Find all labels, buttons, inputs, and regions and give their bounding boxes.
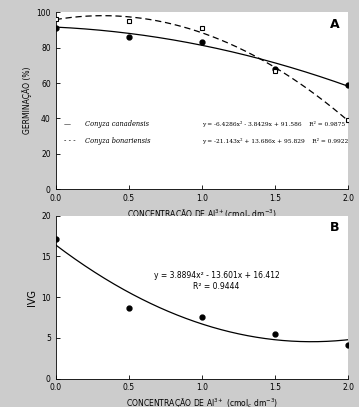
Text: y = -6.4286x² - 3.8429x + 91.586    R² = 0.9875: y = -6.4286x² - 3.8429x + 91.586 R² = 0.… xyxy=(202,121,345,127)
Text: —: — xyxy=(64,120,76,128)
Text: y = -21.143x² + 13.686x + 95.829    R² = 0.9922: y = -21.143x² + 13.686x + 95.829 R² = 0.… xyxy=(202,138,348,144)
Text: A: A xyxy=(330,18,340,31)
Text: Conyza bonariensis: Conyza bonariensis xyxy=(85,138,150,145)
Y-axis label: IVG: IVG xyxy=(27,289,37,306)
X-axis label: CONCENTRAÇÃO DE Al$^{3+}$(cmol$_c$ dm$^{-3}$): CONCENTRAÇÃO DE Al$^{3+}$(cmol$_c$ dm$^{… xyxy=(127,207,277,222)
Y-axis label: GERMINAÇÃO (%): GERMINAÇÃO (%) xyxy=(22,67,32,134)
X-axis label: CONCENTRAÇÃO DE Al$^{3+}$ (cmol$_c$ dm$^{-3}$): CONCENTRAÇÃO DE Al$^{3+}$ (cmol$_c$ dm$^… xyxy=(126,396,278,407)
Text: B: B xyxy=(330,221,340,234)
Text: Conyza canadensis: Conyza canadensis xyxy=(85,120,149,128)
Text: y = 3.8894x² - 13.601x + 16.412
R² = 0.9444: y = 3.8894x² - 13.601x + 16.412 R² = 0.9… xyxy=(154,271,279,291)
Text: - - -: - - - xyxy=(64,138,80,145)
